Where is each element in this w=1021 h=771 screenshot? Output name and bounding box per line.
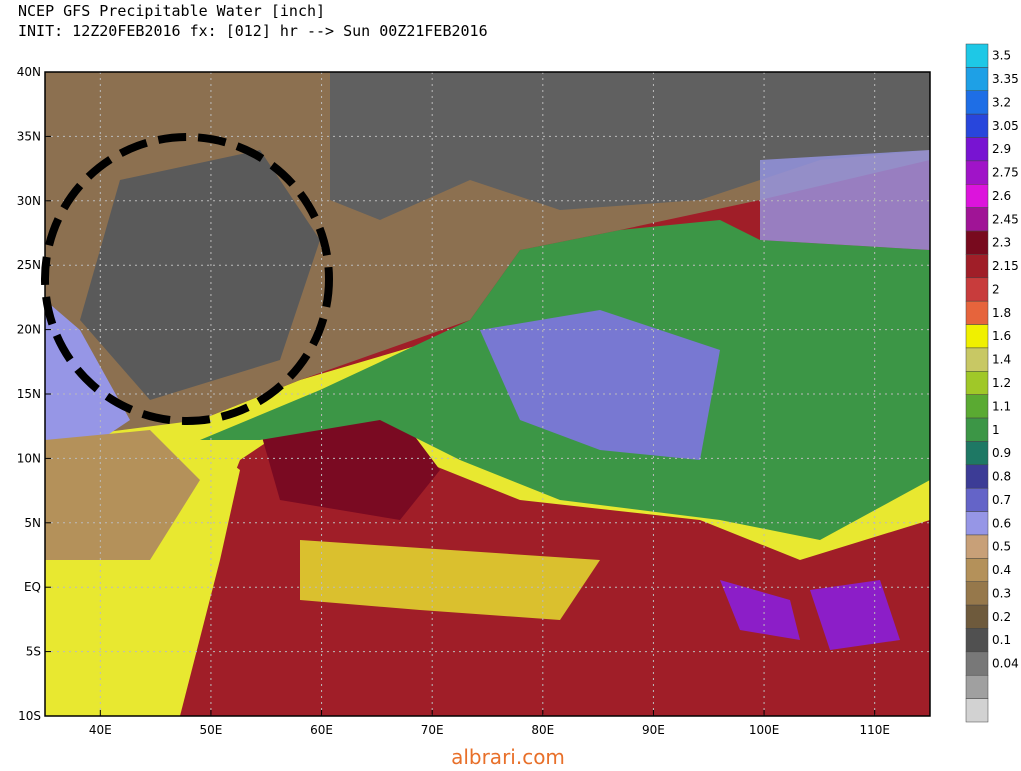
lat-label: 40N	[17, 65, 41, 79]
axes: 40N 35N 30N 25N 20N 15N 10N 5N EQ 5S 10S 40E 50E 60E 7…	[17, 65, 890, 737]
colorbar-swatch	[965, 698, 989, 723]
lon-label: 90E	[642, 723, 665, 737]
colorbar-swatch	[965, 511, 989, 536]
lat-label: 20N	[17, 323, 41, 337]
colorbar-label: 1	[992, 423, 1000, 437]
highlight-circle	[41, 133, 333, 425]
lat-label: 15N	[17, 387, 41, 401]
lon-label: 40E	[89, 723, 112, 737]
colorbar-label: 1.8	[992, 306, 1011, 320]
lat-label: EQ	[24, 580, 41, 594]
lat-label: 10S	[18, 709, 41, 723]
colorbar-label: 1.6	[992, 329, 1011, 343]
colorbar-swatch	[965, 230, 989, 255]
colorbar-swatch	[965, 254, 989, 279]
colorbar-swatch	[965, 113, 989, 138]
colorbar-swatch	[965, 67, 989, 92]
colorbar-swatch	[965, 604, 989, 629]
colorbar-swatch	[965, 300, 989, 325]
lon-label: 110E	[859, 723, 890, 737]
lat-label: 5S	[26, 645, 41, 659]
colorbar-swatch	[965, 441, 989, 466]
colorbar-label: 0.04	[992, 657, 1019, 671]
colorbar-label: 2.75	[992, 166, 1019, 180]
colorbar-label: 2.45	[992, 212, 1019, 226]
colorbar-swatch	[965, 207, 989, 232]
colorbar-label: 0.7	[992, 493, 1011, 507]
lat-label: 30N	[17, 194, 41, 208]
colorbar-label: 0.5	[992, 540, 1011, 554]
watermark: albrari.com	[451, 745, 565, 767]
colorbar-swatch	[965, 464, 989, 489]
lat-label: 35N	[17, 129, 41, 143]
lon-label: 80E	[531, 723, 554, 737]
colorbar-label: 2.3	[992, 236, 1011, 250]
colorbar-swatch	[965, 651, 989, 676]
colorbar-label: 0.2	[992, 610, 1011, 624]
colorbar-label: 0.4	[992, 563, 1011, 577]
colorbar-label: 1.1	[992, 399, 1011, 413]
colorbar-swatch	[965, 277, 989, 302]
colorbar-swatch	[965, 371, 989, 395]
colorbar-label: 3.5	[992, 49, 1011, 63]
colorbar-swatch	[965, 674, 989, 699]
colorbar-label: 2.6	[992, 189, 1011, 203]
lon-label: 50E	[200, 723, 223, 737]
colorbar-label: 0.6	[992, 516, 1011, 530]
colorbar-label: 0.1	[992, 633, 1011, 647]
colorbar-label: 0.9	[992, 446, 1011, 460]
lat-label: 10N	[17, 451, 41, 465]
colorbar-swatch	[965, 558, 989, 582]
colorbar-swatch	[965, 347, 989, 372]
colorbar-label: 3.2	[992, 95, 1011, 109]
colorbar-label: 1.4	[992, 353, 1011, 367]
colorbar-swatch	[965, 417, 989, 442]
colorbar-label: 2.9	[992, 142, 1011, 156]
lon-label: 100E	[749, 723, 780, 737]
colorbar-swatch	[965, 628, 989, 653]
colorbar-swatch	[965, 43, 989, 68]
lat-label: 25N	[17, 258, 41, 272]
colorbar-swatch	[965, 534, 989, 559]
subtitle: INIT: 12Z20FEB2016 fx: [012] hr --> Sun …	[18, 22, 488, 40]
colorbar: 3.5 3.35 3.2 3.05 2.9 2.75 2.6 2.45 2.3 2.15 2 1.8 1…	[965, 43, 1019, 723]
lon-label: 70E	[421, 723, 444, 737]
colorbar-swatch	[965, 160, 989, 185]
colorbar-swatch	[965, 137, 989, 162]
colorbar-swatch	[965, 90, 989, 115]
colorbar-label: 0.3	[992, 586, 1011, 600]
colorbar-label: 3.35	[992, 72, 1019, 86]
colorbar-swatch	[965, 487, 989, 512]
colorbar-swatch	[965, 394, 989, 419]
lon-label: 60E	[310, 723, 333, 737]
map-field	[45, 72, 930, 716]
colorbar-label: 1.2	[992, 376, 1011, 390]
lat-label: 5N	[24, 516, 41, 530]
colorbar-label: 3.05	[992, 119, 1019, 133]
title: NCEP GFS Precipitable Water [inch]	[18, 2, 325, 20]
colorbar-swatch	[965, 324, 989, 349]
colorbar-label: 2	[992, 282, 1000, 296]
colorbar-label: 2.15	[992, 259, 1019, 273]
colorbar-swatch	[965, 581, 989, 606]
colorbar-swatch	[965, 184, 989, 208]
colorbar-label: 0.8	[992, 470, 1011, 484]
